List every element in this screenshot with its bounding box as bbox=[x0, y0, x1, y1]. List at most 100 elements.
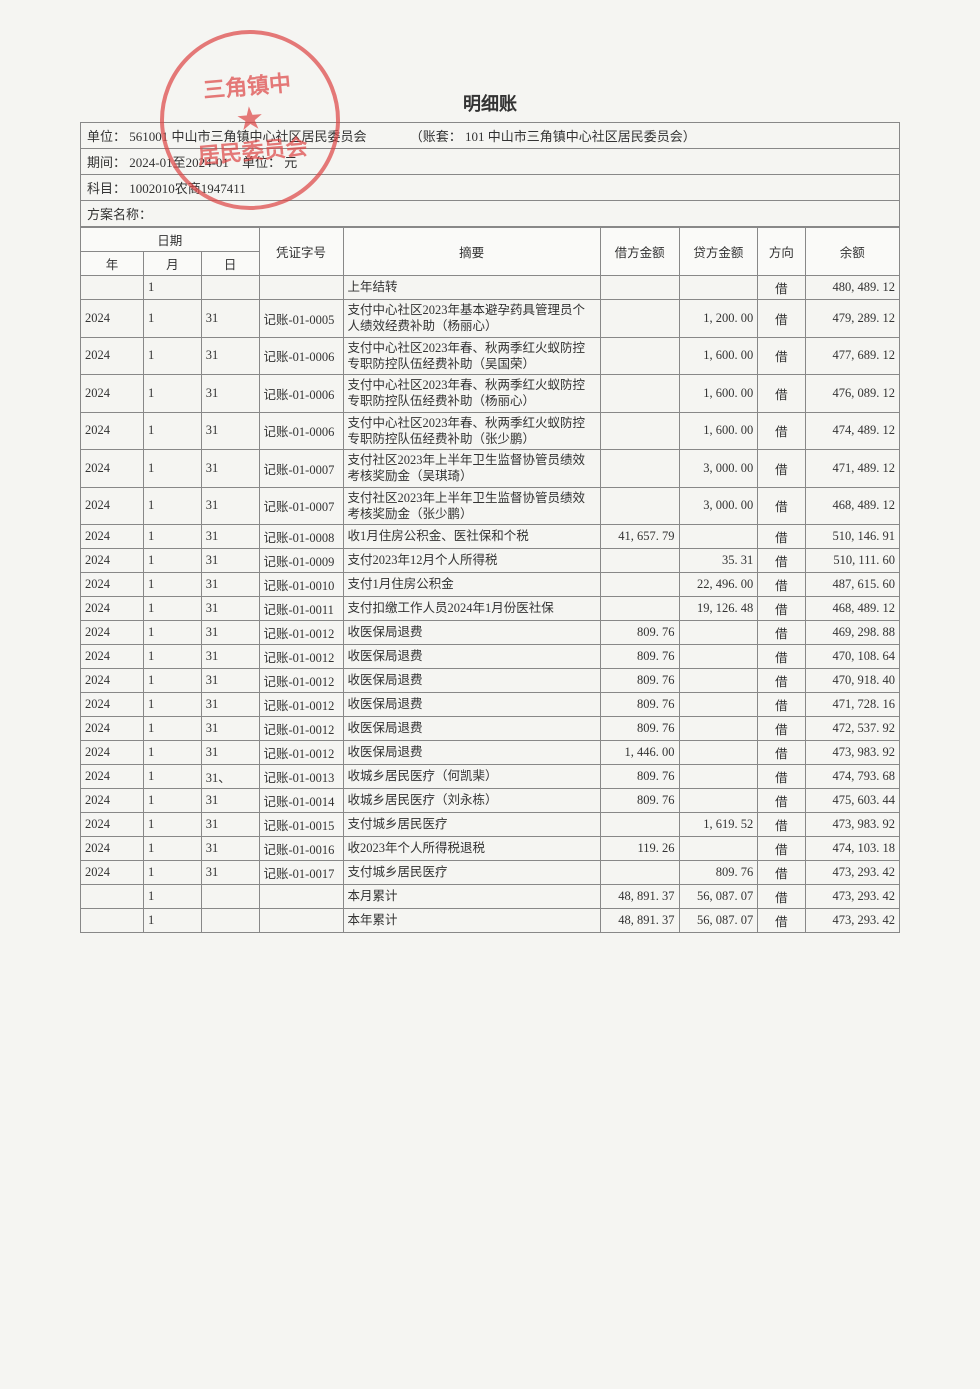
cell-year: 2024 bbox=[81, 412, 144, 450]
cell-balance: 472, 537. 92 bbox=[805, 717, 900, 741]
cell-voucher: 记账-01-0012 bbox=[259, 717, 343, 741]
cell-direction: 借 bbox=[758, 597, 805, 621]
cell-debit: 809. 76 bbox=[600, 621, 679, 645]
col-balance: 余额 bbox=[805, 228, 900, 276]
cell-credit bbox=[679, 525, 758, 549]
cell-credit bbox=[679, 276, 758, 300]
cell-voucher: 记账-01-0012 bbox=[259, 741, 343, 765]
subject: 1002010农商1947411 bbox=[129, 181, 246, 196]
table-row: 2024131记账-01-0011支付扣缴工作人员2024年1月份医社保19, … bbox=[81, 597, 900, 621]
cell-summary: 收医保局退费 bbox=[343, 645, 600, 669]
cell-credit: 35. 31 bbox=[679, 549, 758, 573]
cell-direction: 借 bbox=[758, 693, 805, 717]
header-period: 期间： 2024-01至2024-01 单位： 元 bbox=[81, 149, 899, 175]
cell-month: 1 bbox=[144, 621, 202, 645]
cell-voucher: 记账-01-0008 bbox=[259, 525, 343, 549]
cell-day: 31 bbox=[201, 837, 259, 861]
cell-credit bbox=[679, 837, 758, 861]
cell-month: 1 bbox=[144, 669, 202, 693]
cell-direction: 借 bbox=[758, 837, 805, 861]
cell-summary: 支付2023年12月个人所得税 bbox=[343, 549, 600, 573]
cell-balance: 476, 089. 12 bbox=[805, 375, 900, 413]
cell-year: 2024 bbox=[81, 717, 144, 741]
cell-debit bbox=[600, 861, 679, 885]
cell-voucher bbox=[259, 885, 343, 909]
cell-voucher: 记账-01-0015 bbox=[259, 813, 343, 837]
cell-summary: 收城乡居民医疗（何凯棐） bbox=[343, 765, 600, 789]
cell-voucher: 记账-01-0009 bbox=[259, 549, 343, 573]
cell-summary: 收医保局退费 bbox=[343, 669, 600, 693]
cell-summary: 收1月住房公积金、医社保和个税 bbox=[343, 525, 600, 549]
unit-code: 561001 bbox=[129, 129, 168, 144]
cell-summary: 收城乡居民医疗（刘永栋） bbox=[343, 789, 600, 813]
header-plan: 方案名称： bbox=[81, 201, 899, 227]
cell-month: 1 bbox=[144, 717, 202, 741]
page-title: 明细账 bbox=[80, 90, 900, 116]
cell-summary: 支付1月住房公积金 bbox=[343, 573, 600, 597]
cell-summary: 收医保局退费 bbox=[343, 717, 600, 741]
cell-debit bbox=[600, 375, 679, 413]
cell-month: 1 bbox=[144, 741, 202, 765]
table-row: 2024131记账-01-0017支付城乡居民医疗809. 76借473, 29… bbox=[81, 861, 900, 885]
cell-direction: 借 bbox=[758, 621, 805, 645]
cell-credit bbox=[679, 645, 758, 669]
cell-direction: 借 bbox=[758, 549, 805, 573]
table-row: 2024131记账-01-0006支付中心社区2023年春、秋两季红火蚁防控专职… bbox=[81, 412, 900, 450]
table-row: 2024131记账-01-0012收医保局退费809. 76借470, 918.… bbox=[81, 669, 900, 693]
table-row: 2024131记账-01-0010支付1月住房公积金22, 496. 00借48… bbox=[81, 573, 900, 597]
cell-balance: 480, 489. 12 bbox=[805, 276, 900, 300]
cell-day: 31、 bbox=[201, 765, 259, 789]
cell-credit bbox=[679, 717, 758, 741]
cell-voucher: 记账-01-0016 bbox=[259, 837, 343, 861]
cell-debit: 809. 76 bbox=[600, 669, 679, 693]
cell-year: 2024 bbox=[81, 525, 144, 549]
cell-balance: 469, 298. 88 bbox=[805, 621, 900, 645]
cell-balance: 471, 489. 12 bbox=[805, 450, 900, 488]
cell-year: 2024 bbox=[81, 487, 144, 525]
cell-debit: 119. 26 bbox=[600, 837, 679, 861]
col-debit: 借方金额 bbox=[600, 228, 679, 276]
table-row: 2024131记账-01-0012收医保局退费1, 446. 00借473, 9… bbox=[81, 741, 900, 765]
cell-balance: 474, 793. 68 bbox=[805, 765, 900, 789]
cell-direction: 借 bbox=[758, 337, 805, 375]
cell-day: 31 bbox=[201, 375, 259, 413]
cell-month: 1 bbox=[144, 885, 202, 909]
table-row: 2024131记账-01-0015支付城乡居民医疗1, 619. 52借473,… bbox=[81, 813, 900, 837]
cell-summary: 支付中心社区2023年春、秋两季红火蚁防控专职防控队伍经费补助（吴国荣） bbox=[343, 337, 600, 375]
cell-year: 2024 bbox=[81, 621, 144, 645]
col-voucher: 凭证字号 bbox=[259, 228, 343, 276]
cell-summary: 上年结转 bbox=[343, 276, 600, 300]
cell-summary: 收医保局退费 bbox=[343, 741, 600, 765]
cell-direction: 借 bbox=[758, 450, 805, 488]
cell-month: 1 bbox=[144, 412, 202, 450]
cell-year: 2024 bbox=[81, 789, 144, 813]
cell-day: 31 bbox=[201, 669, 259, 693]
cell-year: 2024 bbox=[81, 645, 144, 669]
cell-day: 31 bbox=[201, 487, 259, 525]
cell-direction: 借 bbox=[758, 573, 805, 597]
cell-balance: 474, 103. 18 bbox=[805, 837, 900, 861]
cell-year: 2024 bbox=[81, 669, 144, 693]
cell-debit bbox=[600, 300, 679, 338]
cell-summary: 本月累计 bbox=[343, 885, 600, 909]
cell-voucher: 记账-01-0007 bbox=[259, 450, 343, 488]
cell-balance: 473, 983. 92 bbox=[805, 813, 900, 837]
cell-debit bbox=[600, 549, 679, 573]
cell-month: 1 bbox=[144, 525, 202, 549]
cell-year: 2024 bbox=[81, 375, 144, 413]
cell-year: 2024 bbox=[81, 549, 144, 573]
cell-voucher: 记账-01-0006 bbox=[259, 412, 343, 450]
cell-year: 2024 bbox=[81, 837, 144, 861]
cell-voucher: 记账-01-0012 bbox=[259, 621, 343, 645]
cell-day: 31 bbox=[201, 645, 259, 669]
cell-day: 31 bbox=[201, 549, 259, 573]
col-day: 日 bbox=[201, 252, 259, 276]
cell-credit: 3, 000. 00 bbox=[679, 487, 758, 525]
cell-debit: 1, 446. 00 bbox=[600, 741, 679, 765]
cell-debit: 809. 76 bbox=[600, 693, 679, 717]
cell-direction: 借 bbox=[758, 861, 805, 885]
cell-voucher: 记账-01-0006 bbox=[259, 375, 343, 413]
cell-debit: 809. 76 bbox=[600, 717, 679, 741]
period: 2024-01至2024-01 bbox=[129, 155, 229, 170]
period-label: 期间： bbox=[87, 155, 126, 170]
